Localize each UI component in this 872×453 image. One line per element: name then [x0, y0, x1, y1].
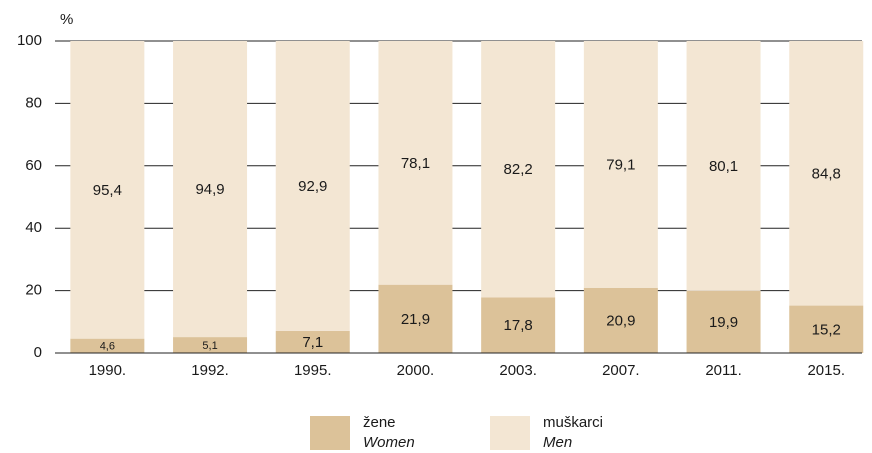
y-tick-label: 80	[25, 94, 42, 111]
value-label: 21,9	[401, 311, 430, 328]
bar-segment	[70, 41, 145, 339]
value-label: 7,1	[302, 334, 323, 351]
value-label: 19,9	[709, 314, 738, 331]
bar-segment	[583, 287, 658, 353]
bar-segment	[378, 41, 453, 285]
x-tick-label: 2011.	[705, 362, 741, 379]
bar-segment	[686, 290, 761, 353]
x-tick-label: 1995.	[294, 362, 332, 379]
value-label: 4,6	[100, 341, 115, 353]
x-tick-label: 2003.	[499, 362, 537, 379]
value-label: 94,9	[195, 181, 224, 198]
value-label: 92,9	[298, 178, 327, 195]
x-tick-label: 2000.	[397, 362, 435, 379]
bar-segment	[70, 338, 145, 353]
value-label: 80,1	[709, 158, 738, 175]
bar-segment	[173, 41, 248, 338]
bar-segment	[789, 41, 864, 306]
legend-label-en: Men	[543, 434, 572, 451]
value-label: 84,8	[812, 165, 841, 182]
bar-segment	[481, 41, 556, 298]
value-label: 5,1	[202, 340, 217, 352]
x-tick-label: 1990.	[89, 362, 127, 379]
bar-segment	[583, 41, 658, 288]
y-tick-label: 100	[17, 32, 42, 49]
x-tick-label: 1992.	[191, 362, 229, 379]
legend-swatch	[310, 416, 350, 450]
bar-segment	[173, 337, 248, 353]
bar-segment	[481, 297, 556, 353]
bar-segment	[789, 305, 864, 353]
bar-segment	[275, 330, 350, 353]
value-label: 15,2	[812, 321, 841, 338]
x-tick-label: 2015.	[807, 362, 845, 379]
legend-swatch	[490, 416, 530, 450]
bar-segment	[686, 41, 761, 291]
y-tick-label: 60	[25, 157, 42, 174]
value-label: 79,1	[606, 156, 635, 173]
bar-segment	[275, 41, 350, 331]
legend-label: muškarci	[543, 414, 603, 431]
value-label: 20,9	[606, 312, 635, 329]
y-axis-label: %	[60, 11, 73, 28]
value-label: 82,2	[504, 161, 533, 178]
legend-label: žene	[363, 414, 396, 431]
value-label: 95,4	[93, 182, 122, 199]
y-tick-label: 0	[34, 344, 42, 361]
y-tick-label: 20	[25, 282, 42, 299]
bar-segment	[378, 284, 453, 353]
legend-label-en: Women	[363, 434, 415, 451]
x-tick-label: 2007.	[602, 362, 640, 379]
value-label: 78,1	[401, 155, 430, 172]
y-tick-label: 40	[25, 219, 42, 236]
value-label: 17,8	[504, 317, 533, 334]
